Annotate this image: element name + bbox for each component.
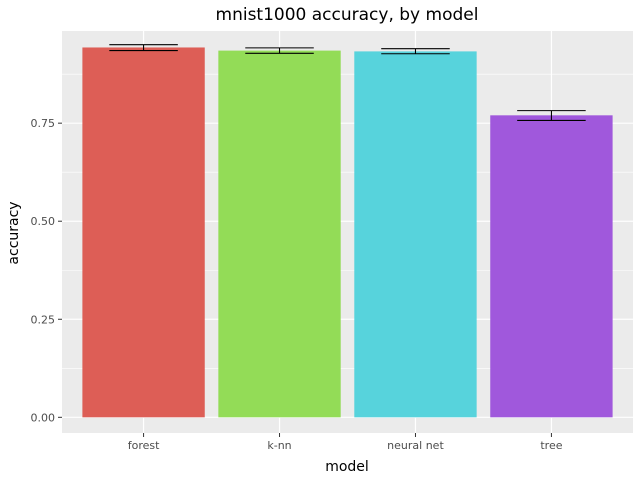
error-bar bbox=[109, 44, 178, 52]
chart-title: mnist1000 accuracy, by model bbox=[216, 5, 479, 25]
bar-neural-net bbox=[354, 51, 477, 418]
error-bar bbox=[517, 110, 586, 121]
x-axis: forest k-nn neural net tree bbox=[128, 433, 563, 452]
bar-tree bbox=[490, 115, 613, 418]
y-tick-label: 0.75 bbox=[31, 117, 56, 130]
error-bar bbox=[245, 47, 314, 54]
x-tick-label: forest bbox=[128, 439, 160, 452]
y-axis: 0.00 0.25 0.50 0.75 bbox=[31, 117, 62, 424]
bar-forest bbox=[82, 47, 205, 418]
x-tick-label: tree bbox=[540, 439, 562, 452]
x-tick-label: neural net bbox=[387, 439, 444, 452]
y-tick-label: 0.50 bbox=[31, 215, 56, 228]
bars bbox=[82, 47, 613, 418]
x-axis-title: model bbox=[325, 459, 369, 475]
error-bars bbox=[109, 44, 586, 121]
y-tick-label: 0.00 bbox=[31, 411, 56, 424]
error-bar bbox=[381, 48, 450, 55]
y-tick-label: 0.25 bbox=[31, 313, 56, 326]
x-tick-label: k-nn bbox=[267, 439, 291, 452]
y-axis-title: accuracy bbox=[6, 201, 22, 264]
bar-k-nn bbox=[218, 50, 341, 418]
